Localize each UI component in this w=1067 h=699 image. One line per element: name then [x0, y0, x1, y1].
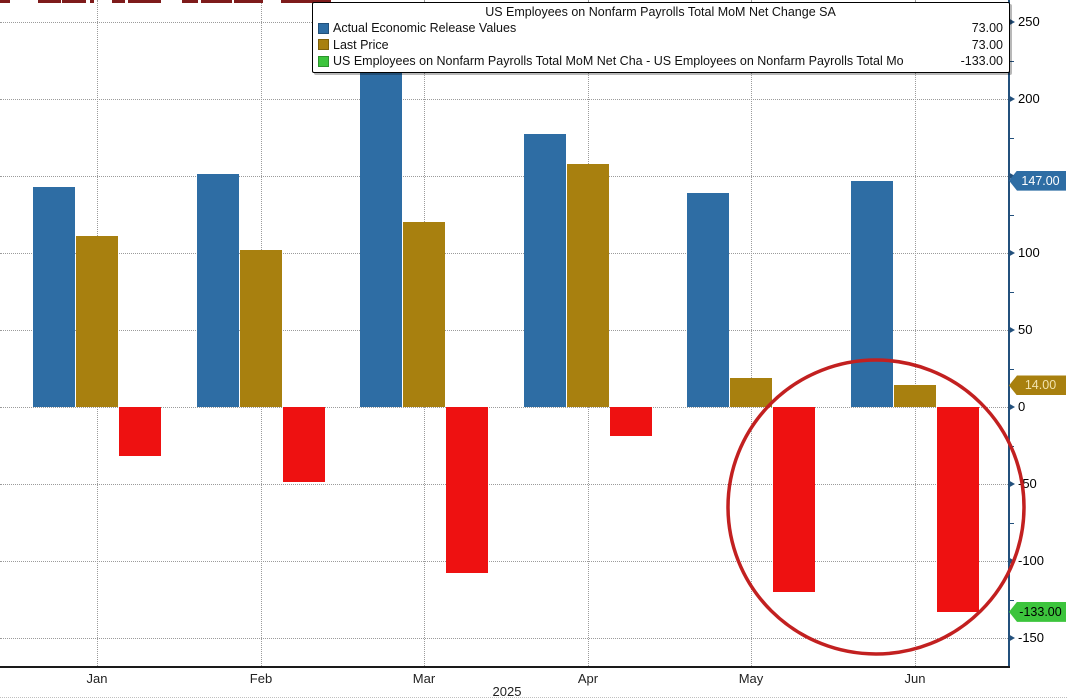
legend-item-value: -133.00	[960, 54, 1003, 68]
axis-badge--133.00: -133.00	[1009, 601, 1066, 622]
bar-actual-apr	[524, 134, 566, 407]
bar-revision-may	[773, 407, 815, 592]
legend-swatch-2	[318, 55, 329, 67]
y-tick-label-100: 100	[1018, 245, 1040, 260]
y-tick-minor-225	[1008, 60, 1014, 62]
bottom-panel-divider	[0, 697, 1067, 698]
clipped-text-fragment-3	[90, 0, 94, 3]
clipped-text-fragment-6	[182, 0, 198, 3]
x-tick-label-mar: Mar	[412, 671, 436, 686]
bar-actual-feb	[197, 174, 239, 407]
bar-actual-mar	[360, 56, 402, 407]
x-axis	[0, 666, 1010, 668]
bar-revision-feb	[283, 407, 325, 482]
gridline-h--50	[0, 484, 1008, 485]
clipped-text-fragment-8	[234, 0, 263, 3]
y-tick-arrow-250	[1008, 18, 1015, 26]
bar-revision-jan	[119, 407, 161, 456]
y-tick-label--50: -50	[1018, 476, 1037, 491]
clipped-text-fragment-4	[112, 0, 125, 3]
gridline-h-50	[0, 330, 1008, 331]
y-tick-arrow--100	[1008, 557, 1015, 565]
gridline-h--150	[0, 638, 1008, 639]
gridline-h-0	[0, 407, 1008, 408]
clipped-text-fragment-5	[128, 0, 161, 3]
y-tick-arrow-50	[1008, 326, 1015, 334]
x-tick-label-feb: Feb	[249, 671, 273, 686]
bar-last-may	[730, 378, 772, 407]
x-tick-label-jan: Jan	[86, 671, 108, 686]
y-tick-arrow-150	[1008, 172, 1015, 180]
y-tick-label-50: 50	[1018, 322, 1033, 337]
bar-actual-jan	[33, 187, 75, 407]
y-tick-arrow-100	[1008, 249, 1015, 257]
y-tick-minor-25	[1008, 368, 1014, 370]
y-tick-label-0: 0	[1018, 399, 1026, 414]
legend-rows: Actual Economic Release Values 73.00 Last …	[318, 20, 1003, 70]
bar-last-mar	[403, 222, 445, 407]
bar-last-jan	[76, 236, 118, 407]
gridline-h--100	[0, 561, 1008, 562]
y-tick-label-200: 200	[1018, 91, 1040, 106]
y-tick-arrow-0	[1008, 403, 1015, 411]
gridline-h-150	[0, 176, 1008, 177]
legend-box: US Employees on Nonfarm Payrolls Total M…	[312, 2, 1010, 73]
y-tick-minor-75	[1008, 291, 1014, 293]
x-axis-year-label: 2025	[492, 684, 522, 699]
axis-badge-14.00: 14.00	[1009, 375, 1066, 396]
gridline-h-100	[0, 253, 1008, 254]
gridline-v-jun	[915, 0, 916, 666]
y-tick-minor--25	[1008, 445, 1014, 447]
legend-item-value: 73.00	[971, 21, 1003, 35]
bar-actual-jun	[851, 181, 893, 407]
bar-revision-jun	[937, 407, 979, 612]
y-tick-minor--125	[1008, 599, 1014, 601]
legend-item-1[interactable]: Last Price 73.00	[318, 37, 1003, 54]
chart-title: US Employees on Nonfarm Payrolls Total M…	[485, 5, 836, 19]
gridline-h-200	[0, 99, 1008, 100]
axis-badge-147.00: 147.00	[1009, 170, 1066, 191]
legend-item-0[interactable]: Actual Economic Release Values 73.00	[318, 20, 1003, 37]
x-tick-label-jun: Jun	[904, 671, 926, 686]
y-tick-arrow--150	[1008, 634, 1015, 642]
gridline-v-may	[751, 0, 752, 666]
bar-last-apr	[567, 164, 609, 407]
bar-actual-may	[687, 193, 729, 407]
y-tick-minor-125	[1008, 214, 1014, 216]
y-tick-minor--75	[1008, 522, 1014, 524]
bar-revision-mar	[446, 407, 488, 573]
legend-item-2[interactable]: US Employees on Nonfarm Payrolls Total M…	[318, 53, 1003, 70]
x-tick-label-apr: Apr	[577, 671, 599, 686]
y-tick-label-250: 250	[1018, 14, 1040, 29]
x-tick-label-may: May	[738, 671, 764, 686]
legend-swatch-0	[318, 22, 329, 34]
bar-revision-apr	[610, 407, 652, 436]
legend-item-label: US Employees on Nonfarm Payrolls Total M…	[333, 54, 904, 68]
clipped-text-fragment-1	[38, 0, 61, 3]
y-tick-label--100: -100	[1018, 553, 1045, 568]
y-tick-arrow-200	[1008, 95, 1015, 103]
bar-last-jun	[894, 385, 936, 407]
legend-item-label: Actual Economic Release Values	[333, 21, 517, 35]
clipped-text-fragment-0	[0, 0, 10, 3]
clipped-text-fragment-2	[62, 0, 86, 3]
legend-swatch-1	[318, 39, 329, 51]
legend-item-label: Last Price	[333, 37, 389, 52]
bar-last-feb	[240, 250, 282, 407]
clipped-text-fragment-9	[281, 0, 331, 3]
y-tick-arrow--50	[1008, 480, 1015, 488]
y-tick-label--150: -150	[1018, 630, 1045, 645]
clipped-text-fragment-7	[201, 0, 232, 3]
legend-item-value: 73.00	[971, 37, 1003, 52]
y-tick-minor-175	[1008, 137, 1014, 139]
